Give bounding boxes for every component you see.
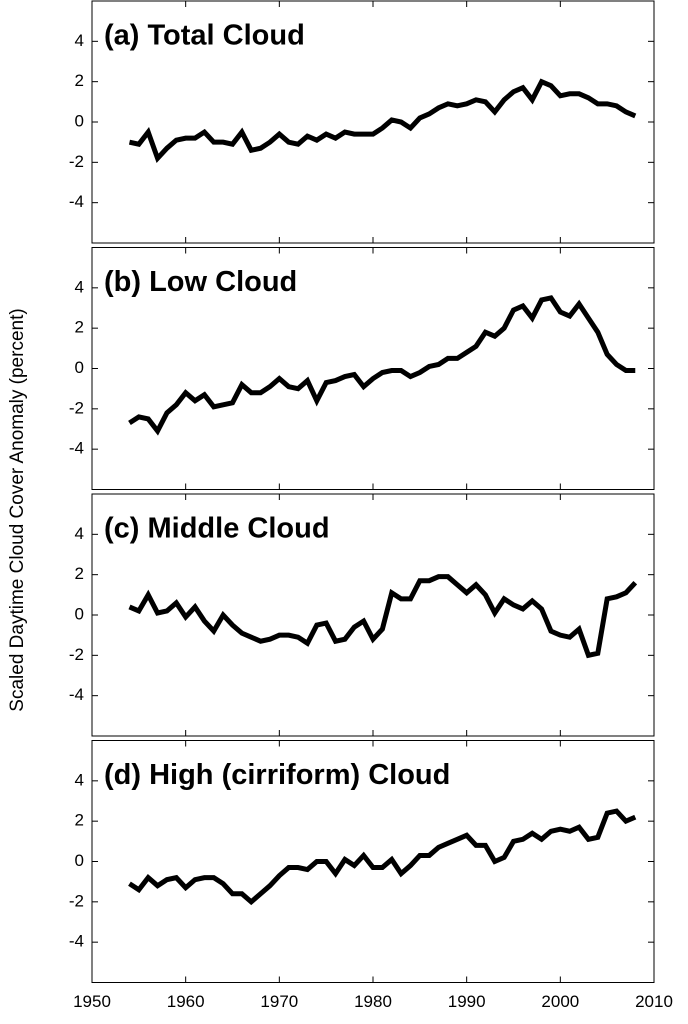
chart-title: (d) High (cirriform) Cloud xyxy=(104,759,450,791)
chart-title: (c) Middle Cloud xyxy=(104,513,330,545)
plot-frame xyxy=(91,247,655,490)
y-tick-label: 4 xyxy=(75,770,84,789)
x-tick-label: 1960 xyxy=(167,992,205,1011)
y-axis-label: Scaled Daytime Cloud Cover Anomaly (perc… xyxy=(7,308,28,711)
x-tick-label: 1980 xyxy=(354,992,392,1011)
y-tick-label: -2 xyxy=(69,398,84,417)
y-tick-label: 2 xyxy=(75,71,84,90)
plot-frame xyxy=(91,0,655,244)
y-tick-label: -4 xyxy=(69,439,84,458)
x-tick-label: 2010 xyxy=(635,992,673,1011)
y-tick-label: -2 xyxy=(69,891,84,910)
y-tick-label: 2 xyxy=(75,318,84,337)
y-tick-label: 0 xyxy=(75,604,84,623)
x-tick-label: 1990 xyxy=(448,992,486,1011)
y-tick-label: 0 xyxy=(75,358,84,377)
y-tick-label: -2 xyxy=(69,645,84,664)
x-tick-label: 1970 xyxy=(260,992,298,1011)
chart-title: (a) Total Cloud xyxy=(104,20,305,52)
y-tick-label: 2 xyxy=(75,564,84,583)
y-tick-label: -2 xyxy=(69,152,84,171)
x-tick-label: 2000 xyxy=(541,992,579,1011)
series-line xyxy=(128,574,638,659)
y-tick-label: 4 xyxy=(75,524,84,543)
x-tick-label: 1950 xyxy=(73,992,111,1011)
y-tick-label: -4 xyxy=(69,932,84,951)
y-tick-label: -4 xyxy=(69,685,84,704)
y-tick-label: 2 xyxy=(75,811,84,830)
y-tick-label: 4 xyxy=(75,277,84,296)
y-tick-label: 0 xyxy=(75,851,84,870)
series-line xyxy=(128,808,637,906)
y-tick-label: 0 xyxy=(75,111,84,130)
y-tick-label: 4 xyxy=(75,31,84,50)
plot-frame xyxy=(91,740,655,983)
y-tick-label: -4 xyxy=(69,192,84,211)
chart-title: (b) Low Cloud xyxy=(104,266,297,298)
series-line xyxy=(128,78,637,164)
series-line xyxy=(128,295,636,436)
